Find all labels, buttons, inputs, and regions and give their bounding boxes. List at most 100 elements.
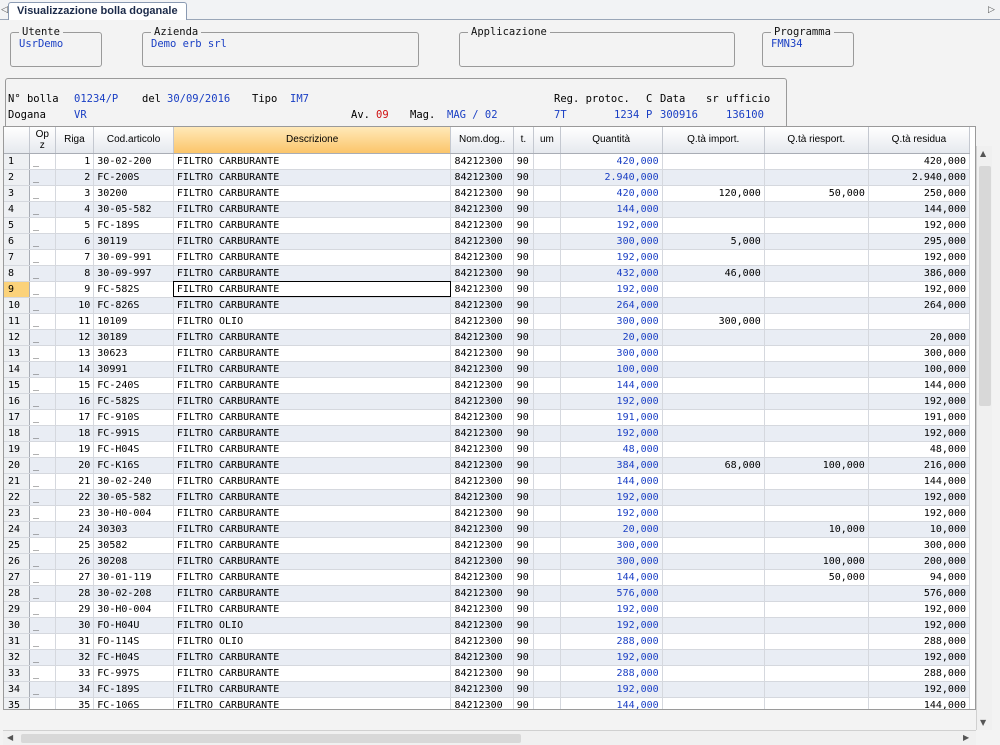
cell-nom-dog[interactable]: 84212300 xyxy=(450,489,514,506)
cell-qta-import[interactable] xyxy=(662,697,765,709)
cell-riga[interactable]: 5 xyxy=(55,217,95,234)
cell-um[interactable] xyxy=(533,425,561,442)
cell-qta-riesport[interactable] xyxy=(764,169,869,186)
cell-quantita[interactable]: 576,000 xyxy=(560,585,663,602)
cell-nom-dog[interactable]: 84212300 xyxy=(450,569,514,586)
cell-quantita[interactable]: 192,000 xyxy=(560,281,663,298)
cell-nom-dog[interactable]: 84212300 xyxy=(450,665,514,682)
cell-qta-riesport[interactable] xyxy=(764,425,869,442)
cell-nom-dog[interactable]: 84212300 xyxy=(450,649,514,666)
cell-descrizione[interactable]: FILTRO CARBURANTE xyxy=(173,569,452,586)
cell-quantita[interactable]: 192,000 xyxy=(560,601,663,618)
cell-opz[interactable]: _ xyxy=(29,233,56,250)
cell-quantita[interactable]: 264,000 xyxy=(560,297,663,314)
cell-riga[interactable]: 3 xyxy=(55,185,95,202)
cell-nom-dog[interactable]: 84212300 xyxy=(450,377,514,394)
cell-t[interactable]: 90 xyxy=(513,569,535,586)
cell-qta-residua[interactable]: 200,000 xyxy=(868,553,971,570)
cell-opz[interactable]: _ xyxy=(29,185,56,202)
cell-qta-import[interactable] xyxy=(662,441,765,458)
cell-qta-residua[interactable]: 144,000 xyxy=(868,473,971,490)
cell-t[interactable]: 90 xyxy=(513,489,535,506)
cell-um[interactable] xyxy=(533,473,561,490)
cell-cod-articolo[interactable]: 30-09-991 xyxy=(93,249,174,266)
cell-riga[interactable]: 12 xyxy=(55,329,95,346)
vertical-scrollbar[interactable]: ▲ ▼ xyxy=(976,146,992,730)
table-row[interactable]: 34 _ 34 FC-189S FILTRO CARBURANTE 84212300 90 1… xyxy=(4,681,971,698)
table-row[interactable]: 29 _ 29 30-H0-004 FILTRO CARBURANTE 84212300 9… xyxy=(4,601,971,618)
cell-descrizione[interactable]: FILTRO CARBURANTE xyxy=(173,441,452,458)
table-row[interactable]: 11 _ 11 10109 FILTRO OLIO 84212300 90 300,000 30… xyxy=(4,313,971,330)
cell-t[interactable]: 90 xyxy=(513,681,535,698)
table-row[interactable]: 18 _ 18 FC-991S FILTRO CARBURANTE 84212300 90 1… xyxy=(4,425,971,442)
table-row[interactable]: 13 _ 13 30623 FILTRO CARBURANTE 84212300 90 300… xyxy=(4,345,971,362)
cell-um[interactable] xyxy=(533,521,561,538)
column-header-nom-dog[interactable]: Nom.dog.. xyxy=(450,127,514,154)
cell-qta-import[interactable] xyxy=(662,409,765,426)
cell-um[interactable] xyxy=(533,361,561,378)
cell-qta-riesport[interactable] xyxy=(764,201,869,218)
cell-descrizione[interactable]: FILTRO CARBURANTE xyxy=(173,457,452,474)
cell-descrizione[interactable]: FILTRO CARBURANTE xyxy=(173,553,452,570)
cell-qta-riesport[interactable] xyxy=(764,649,869,666)
cell-qta-riesport[interactable] xyxy=(764,665,869,682)
cell-qta-riesport[interactable]: 100,000 xyxy=(764,457,869,474)
cell-quantita[interactable]: 192,000 xyxy=(560,505,663,522)
cell-opz[interactable]: _ xyxy=(29,249,56,266)
cell-nom-dog[interactable]: 84212300 xyxy=(450,249,514,266)
cell-t[interactable]: 90 xyxy=(513,361,535,378)
cell-riga[interactable]: 31 xyxy=(55,633,95,650)
column-header-qta-residua[interactable]: Q.tà residua xyxy=(868,127,971,154)
table-row[interactable]: 1 _ 1 30-02-200 FILTRO CARBURANTE 84212300 90 4… xyxy=(4,153,971,170)
cell-descrizione[interactable]: FILTRO CARBURANTE xyxy=(173,409,452,426)
table-row[interactable]: 20 _ 20 FC-K16S FILTRO CARBURANTE 84212300 90 3… xyxy=(4,457,971,474)
cell-cod-articolo[interactable]: FC-200S xyxy=(93,169,174,186)
cell-qta-import[interactable] xyxy=(662,473,765,490)
cell-opz[interactable]: _ xyxy=(29,489,56,506)
cell-nom-dog[interactable]: 84212300 xyxy=(450,201,514,218)
cell-descrizione[interactable]: FILTRO CARBURANTE xyxy=(173,393,452,410)
cell-nom-dog[interactable]: 84212300 xyxy=(450,409,514,426)
cell-qta-riesport[interactable] xyxy=(764,617,869,634)
cell-quantita[interactable]: 300,000 xyxy=(560,313,663,330)
cell-cod-articolo[interactable]: FC-189S xyxy=(93,217,174,234)
cell-riga[interactable]: 22 xyxy=(55,489,95,506)
cell-riga[interactable]: 29 xyxy=(55,601,95,618)
table-row[interactable]: 22 _ 22 30-05-582 FILTRO CARBURANTE 84212300 9… xyxy=(4,489,971,506)
cell-nom-dog[interactable]: 84212300 xyxy=(450,281,514,298)
cell-nom-dog[interactable]: 84212300 xyxy=(450,457,514,474)
cell-nom-dog[interactable]: 84212300 xyxy=(450,313,514,330)
horizontal-scrollbar[interactable]: ◀ ▶ xyxy=(3,730,976,745)
cell-cod-articolo[interactable]: 30-02-208 xyxy=(93,585,174,602)
cell-riga[interactable]: 32 xyxy=(55,649,95,666)
cell-cod-articolo[interactable]: FC-826S xyxy=(93,297,174,314)
cell-nom-dog[interactable]: 84212300 xyxy=(450,601,514,618)
cell-t[interactable]: 90 xyxy=(513,185,535,202)
cell-qta-residua[interactable]: 2.940,000 xyxy=(868,169,971,186)
cell-qta-residua[interactable]: 192,000 xyxy=(868,281,971,298)
cell-um[interactable] xyxy=(533,393,561,410)
cell-t[interactable]: 90 xyxy=(513,537,535,554)
cell-um[interactable] xyxy=(533,297,561,314)
cell-qta-residua[interactable]: 192,000 xyxy=(868,617,971,634)
cell-descrizione[interactable]: FILTRO CARBURANTE xyxy=(173,361,452,378)
cell-descrizione[interactable]: FILTRO CARBURANTE xyxy=(173,201,452,218)
cell-riga[interactable]: 7 xyxy=(55,249,95,266)
cell-riga[interactable]: 16 xyxy=(55,393,95,410)
cell-qta-import[interactable] xyxy=(662,425,765,442)
cell-um[interactable] xyxy=(533,505,561,522)
cell-qta-residua[interactable]: 10,000 xyxy=(868,521,971,538)
column-header-descrizione[interactable]: Descrizione xyxy=(173,127,452,154)
cell-opz[interactable]: _ xyxy=(29,281,56,298)
cell-qta-riesport[interactable] xyxy=(764,409,869,426)
column-header-opz[interactable]: Op z xyxy=(29,127,56,154)
cell-t[interactable]: 90 xyxy=(513,553,535,570)
cell-quantita[interactable]: 192,000 xyxy=(560,617,663,634)
cell-riga[interactable]: 24 xyxy=(55,521,95,538)
cell-qta-residua[interactable]: 264,000 xyxy=(868,297,971,314)
cell-opz[interactable]: _ xyxy=(29,393,56,410)
cell-cod-articolo[interactable]: FC-582S xyxy=(93,281,174,298)
cell-t[interactable]: 90 xyxy=(513,585,535,602)
cell-t[interactable]: 90 xyxy=(513,409,535,426)
cell-cod-articolo[interactable]: 30-02-200 xyxy=(93,153,174,170)
